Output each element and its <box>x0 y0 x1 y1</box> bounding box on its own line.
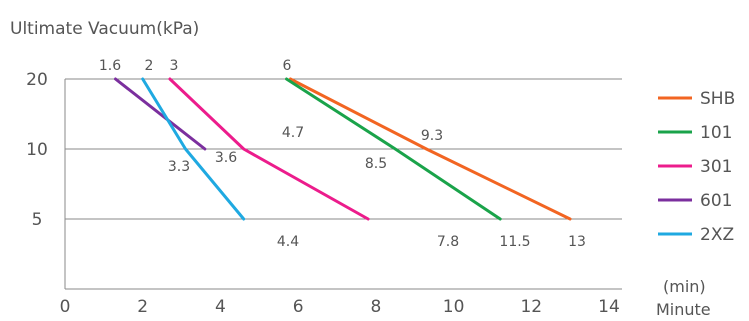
series-line-SHB <box>288 77 572 221</box>
y-tick-label: 20 <box>26 70 48 90</box>
legend-label-601: 601 <box>700 191 732 211</box>
data-label: 3.3 <box>168 159 190 175</box>
x-tick-labels: 0 2 4 6 8 10 12 14 <box>60 297 620 317</box>
series-line-301 <box>168 77 370 221</box>
series-line-101 <box>285 77 502 221</box>
x-unit-label: (min) <box>663 277 706 296</box>
x-axis-title: Minute <box>656 300 711 319</box>
grid-layer <box>65 78 622 220</box>
legend-label-301: 301 <box>700 157 732 177</box>
data-label: 8.5 <box>365 156 387 172</box>
data-label: 3.6 <box>215 150 237 166</box>
x-tick-label: 4 <box>215 297 226 317</box>
x-tick-label: 14 <box>598 297 620 317</box>
series-line-2XZ <box>141 77 246 221</box>
legend-label-2XZ: 2XZ <box>700 225 734 245</box>
data-label: 7.8 <box>437 234 459 250</box>
data-labels: 1.6 2 3 6 4.7 9.3 3.3 3.6 8.5 4.4 7.8 11.5 13 <box>99 58 586 250</box>
data-label: 4.7 <box>282 125 304 141</box>
series-line-601 <box>114 77 207 151</box>
data-label: 1.6 <box>99 58 121 74</box>
x-tick-label: 8 <box>370 297 381 317</box>
x-tick-label: 0 <box>60 297 71 317</box>
y-tick-label: 10 <box>26 140 48 160</box>
y-tick-label: 5 <box>32 210 43 230</box>
data-label: 9.3 <box>421 128 443 144</box>
legend-label-SHB: SHB <box>700 89 735 109</box>
data-label: 2 <box>145 58 154 74</box>
data-label: 11.5 <box>499 234 530 250</box>
data-label: 3 <box>170 58 179 74</box>
x-tick-label: 10 <box>443 297 465 317</box>
data-label: 6 <box>283 58 292 74</box>
x-tick-label: 2 <box>137 297 148 317</box>
data-label: 4.4 <box>277 234 299 250</box>
legend-label-101: 101 <box>700 123 732 143</box>
y-tick-labels: 20 10 5 <box>26 70 48 230</box>
x-tick-label: 12 <box>520 297 542 317</box>
x-tick-label: 6 <box>293 297 304 317</box>
data-label: 13 <box>568 234 586 250</box>
legend: SHB 101 301 601 2XZ <box>658 89 735 245</box>
series-layer <box>114 77 572 221</box>
y-axis-title: Ultimate Vacuum(kPa) <box>10 19 199 39</box>
